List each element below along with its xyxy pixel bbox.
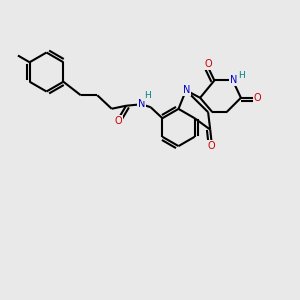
Text: N: N (138, 99, 146, 109)
Text: O: O (208, 141, 215, 151)
Text: H: H (238, 71, 244, 80)
Text: O: O (115, 116, 122, 126)
Text: N: N (183, 85, 190, 95)
Text: O: O (205, 59, 212, 69)
Text: N: N (230, 75, 237, 85)
Text: H: H (144, 91, 151, 100)
Text: O: O (254, 93, 262, 103)
